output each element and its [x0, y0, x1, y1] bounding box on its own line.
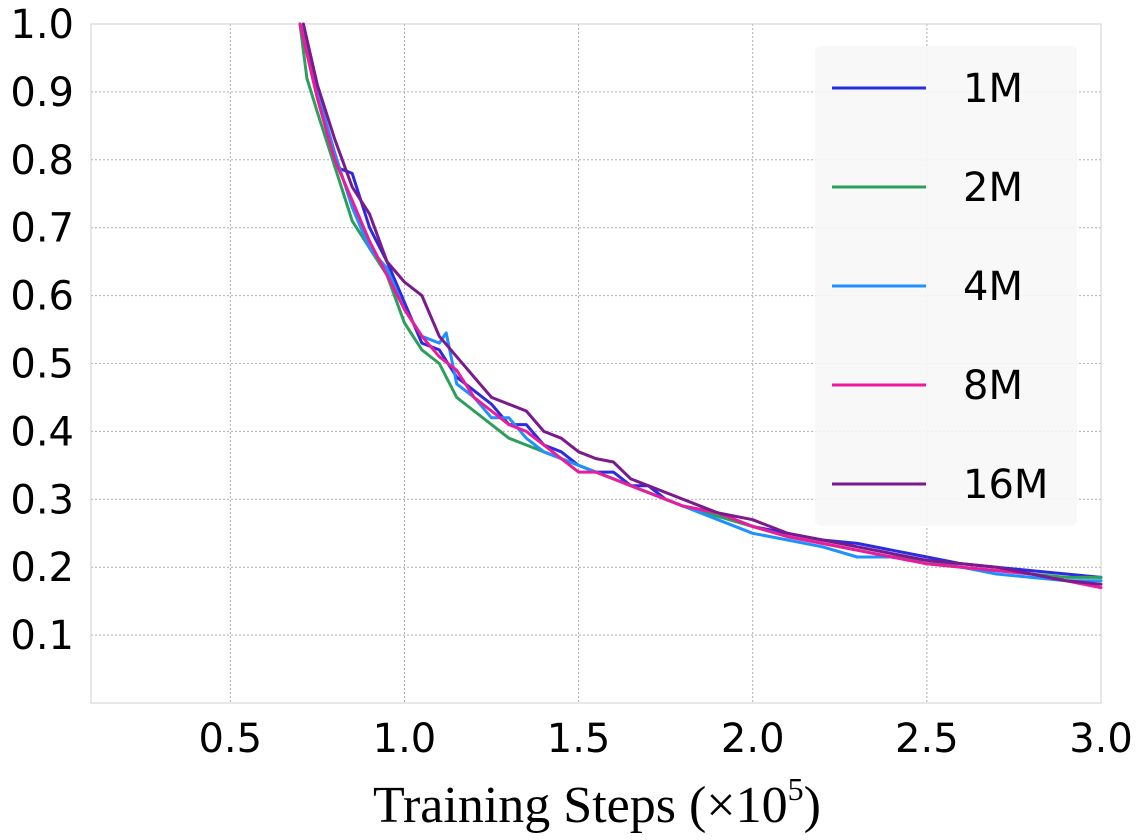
y-tick-label: 0.2 [10, 545, 74, 591]
x-tick-label: 3.0 [1069, 716, 1133, 762]
y-tick-label: 0.5 [10, 342, 74, 388]
series-lines [298, 22, 1103, 590]
legend: 1M 2M 4M 8M 16M [815, 46, 1077, 526]
x-tick-label: 0.5 [198, 716, 262, 762]
y-tick-label: 0.6 [10, 274, 74, 320]
y-tick-label: 0.4 [10, 409, 74, 455]
x-axis-label-exponent: 5 [788, 771, 804, 807]
y-tick-label: 1.0 [10, 2, 74, 48]
legend-label-2M: 2M [963, 165, 1023, 211]
x-tick-label: 2.5 [895, 716, 959, 762]
y-tick-label: 0.8 [10, 138, 74, 184]
x-tick-label: 1.0 [373, 716, 437, 762]
legend-label-8M: 8M [963, 363, 1023, 409]
x-axis-label-main: Training Steps (×10 [373, 777, 788, 834]
series-line-8M [298, 22, 1103, 590]
y-axis: 0.1 0.2 0.3 0.4 0.5 0.6 0.7 0.8 0.9 1.0 [10, 2, 74, 659]
y-tick-label: 0.1 [10, 613, 74, 659]
legend-label-16M: 16M [963, 462, 1048, 508]
legend-box [815, 46, 1077, 526]
series-line-16M [301, 22, 1103, 586]
legend-label-4M: 4M [963, 264, 1023, 310]
x-axis: 0.5 1.0 1.5 2.0 2.5 3.0 [198, 716, 1132, 762]
y-tick-label: 0.3 [10, 477, 74, 523]
x-axis-label: Training Steps (×105) [373, 771, 821, 834]
y-tick-label: 0.7 [10, 206, 74, 252]
y-tick-label: 0.9 [10, 70, 74, 116]
plot-area [90, 23, 1102, 704]
legend-label-1M: 1M [963, 66, 1023, 112]
x-axis-label-close: ) [804, 777, 821, 834]
x-tick-label: 2.0 [721, 716, 785, 762]
x-tick-label: 1.5 [547, 716, 611, 762]
